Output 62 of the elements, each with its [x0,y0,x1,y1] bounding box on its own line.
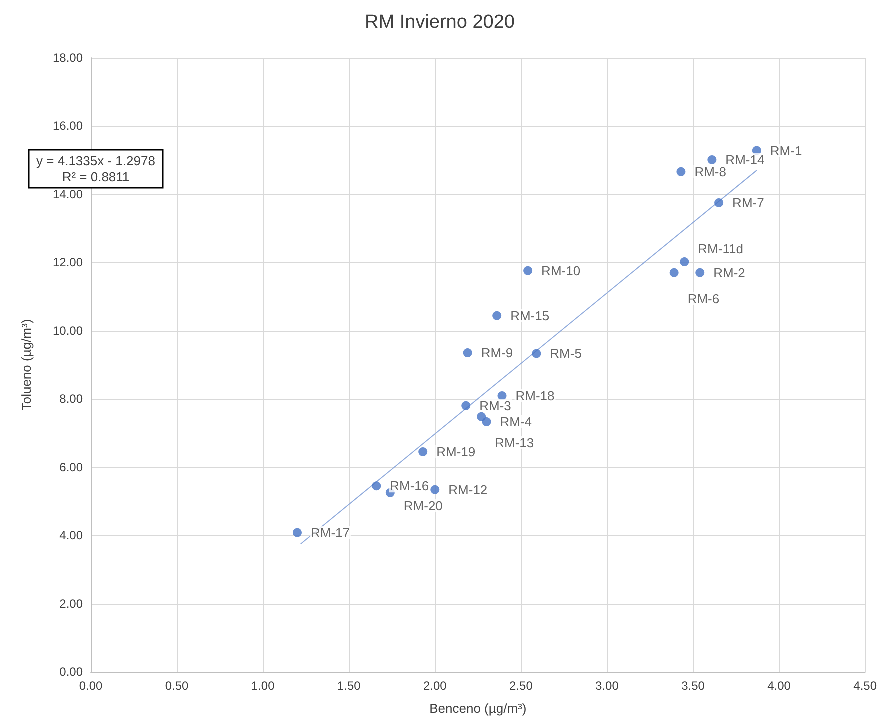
y-tick-label: 4.00 [60,528,84,543]
y-tick-label: 6.00 [60,460,84,474]
point [670,268,679,278]
y-axis-title: Tolueno (µg/m³) [19,319,34,411]
x-tick-label: 3.50 [682,679,706,693]
y-tick-label: 0.00 [60,665,84,679]
point [676,167,686,176]
point [372,482,382,491]
x-tick-label: 1.00 [251,679,276,693]
data-label: RM-20 [404,498,443,514]
data-label: RM-17 [310,525,350,540]
data-label: RM-6 [688,291,720,306]
x-tick-label: 0.00 [79,679,103,693]
annotation: R² = 0.8811 [62,170,130,184]
x-tick-label: 0.50 [165,679,190,693]
data-label: RM-9 [481,346,514,361]
data-label: RM-14 [726,152,765,168]
data-label: RM-2 [714,265,746,280]
data-label: RM-10 [542,263,581,278]
data-label: RM-19 [436,444,476,460]
data-label: RM-4 [500,414,532,430]
x-axis-title: Benceno (µg/m³) [430,701,527,716]
x-tick-label: 3.00 [596,679,620,693]
point [696,268,705,278]
data-label: RM-7 [732,195,764,210]
point [430,485,440,494]
point [418,447,428,456]
point [462,401,471,410]
point [524,266,533,276]
point [463,348,472,358]
data-label: RM-12 [448,482,488,498]
point [477,412,486,422]
point [714,198,724,208]
data-label: RM-13 [495,435,534,450]
x-tick-label: 1.50 [337,679,362,693]
point [292,528,302,538]
x-tick-label: 4.00 [768,679,792,693]
point [532,349,542,358]
y-tick-label: 10.00 [52,324,84,338]
point [708,155,717,164]
data-label: RM-11d [698,241,744,256]
y-tick-label: 18.00 [52,51,84,65]
data-label: RM-3 [480,398,512,414]
point [492,311,502,320]
chart-title: RM Invierno 2020 [365,12,515,33]
y-tick-label: 8.00 [60,392,84,406]
data-label: RM-5 [550,346,582,362]
x-tick-label: 2.00 [423,679,448,693]
point [680,257,690,266]
y-tick-label: 16.00 [52,119,84,134]
point [498,392,507,401]
data-label: RM-16 [390,478,430,494]
data-label: RM-18 [516,388,555,404]
data-label: RM-15 [510,308,550,324]
data-label: RM-1 [770,143,802,158]
y-tick-label: 14.00 [52,187,84,202]
annotation: y = 4.1335x - 1.2978 [36,154,156,168]
y-tick-label: 12.00 [52,256,84,270]
x-tick-label: 4.50 [854,679,878,693]
data-label: RM-8 [694,164,726,180]
y-tick-label: 2.00 [60,596,84,611]
x-tick-label: 2.50 [510,679,534,693]
